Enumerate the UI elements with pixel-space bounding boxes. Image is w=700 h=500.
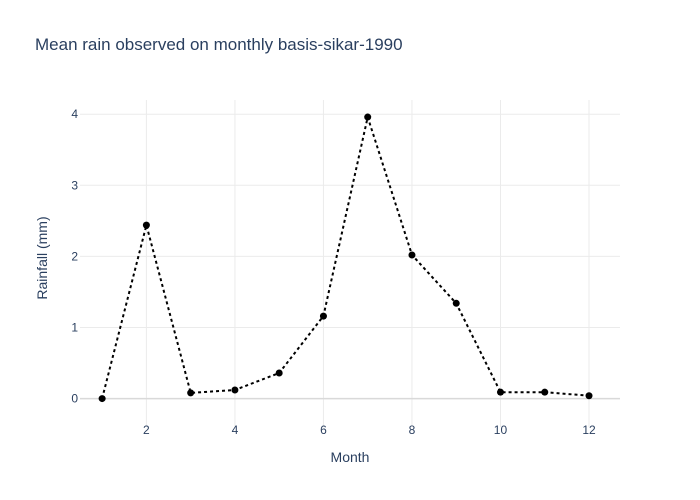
data-point <box>408 251 416 259</box>
data-point <box>231 386 239 394</box>
x-tick-label: 8 <box>409 423 416 437</box>
y-tick-label: 3 <box>71 178 78 192</box>
y-axis-title: Rainfall (mm) <box>34 216 50 299</box>
x-tick-label: 4 <box>232 423 239 437</box>
y-tick-label: 1 <box>71 320 78 334</box>
y-axis-ticks: 0 1 2 3 4 <box>71 107 78 405</box>
series-layer <box>98 113 593 403</box>
series-line <box>101 113 590 399</box>
data-point <box>452 299 460 307</box>
data-point <box>496 388 504 396</box>
x-tick-label: 6 <box>320 423 327 437</box>
data-point <box>364 113 372 121</box>
data-point <box>585 392 593 400</box>
y-tick-label: 0 <box>71 392 78 406</box>
x-tick-label: 2 <box>143 423 150 437</box>
x-tick-label: 12 <box>582 423 596 437</box>
data-point <box>187 389 195 397</box>
y-tick-label: 4 <box>71 107 78 121</box>
chart-title: Mean rain observed on monthly basis-sika… <box>35 35 403 54</box>
data-point <box>142 221 150 229</box>
data-point <box>319 312 327 320</box>
x-tick-label: 10 <box>494 423 508 437</box>
x-axis-ticks: 2 4 6 8 10 12 <box>143 423 596 437</box>
data-point <box>541 388 549 396</box>
grid <box>80 100 620 427</box>
data-point <box>275 369 283 377</box>
y-tick-label: 2 <box>71 249 78 263</box>
data-point <box>98 395 106 403</box>
x-axis-title: Month <box>331 449 370 465</box>
